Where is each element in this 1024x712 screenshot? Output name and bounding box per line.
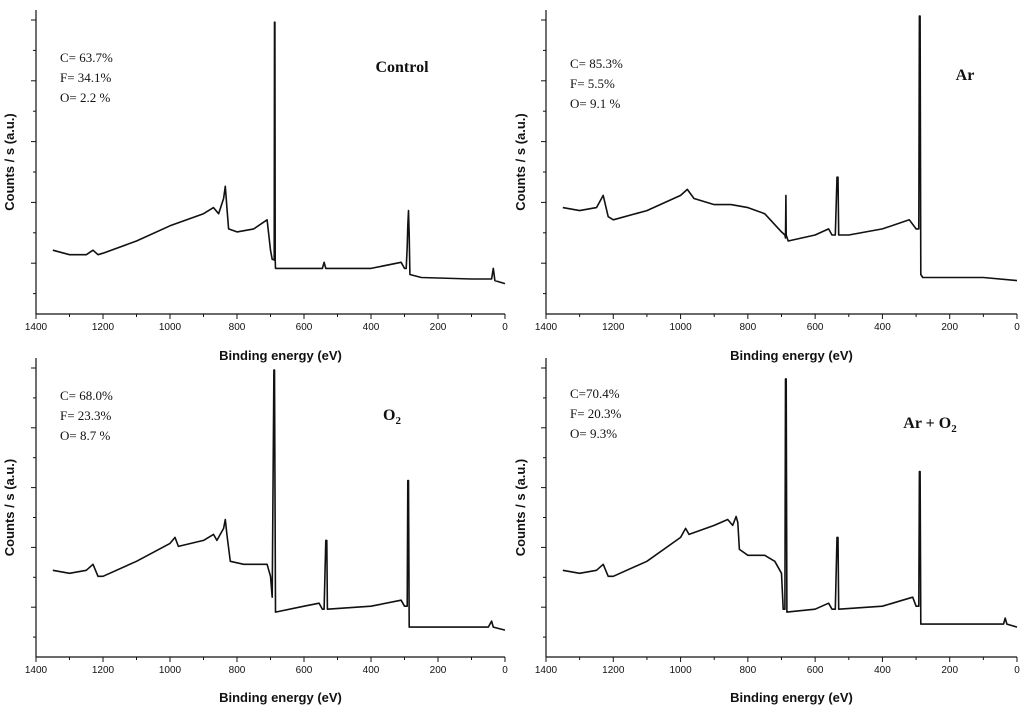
panel-1: 1400 1200 1000 800 600 400 200 0 Binding energy … <box>513 10 1020 363</box>
panel-title: Control <box>375 59 429 76</box>
x-tick-label: 0 <box>502 665 508 676</box>
composition-annotation: C=70.4% <box>570 386 620 401</box>
panel-title: Ar + O2 <box>903 415 957 435</box>
x-tick-label: 600 <box>296 665 313 676</box>
x-tick-label: 800 <box>229 665 246 676</box>
panel-2: 1400 1200 1000 800 600 400 200 0 Binding energy … <box>2 358 508 705</box>
x-tick-label: 400 <box>874 665 891 676</box>
composition-annotation: C= 85.3% <box>570 56 623 71</box>
composition-annotation: O= 2.2 % <box>60 90 110 105</box>
x-axis-title: Binding energy (eV) <box>219 348 342 363</box>
x-tick-label: 600 <box>296 322 313 333</box>
panel-title: O2 <box>383 407 401 427</box>
x-tick-label: 200 <box>430 322 447 333</box>
x-tick-label: 1000 <box>669 322 692 333</box>
x-tick-label: 1200 <box>92 322 115 333</box>
spectrum-series-line <box>52 21 506 285</box>
x-tick-label: 1000 <box>159 322 182 333</box>
composition-annotation: F= 20.3% <box>570 406 622 421</box>
x-tick-label: 1000 <box>669 665 692 676</box>
composition-annotation: C= 63.7% <box>60 50 113 65</box>
x-tick-label: 0 <box>502 322 508 333</box>
x-tick-label: 1200 <box>602 322 625 333</box>
composition-annotation: F= 34.1% <box>60 70 112 85</box>
x-tick-label: 1200 <box>602 665 625 676</box>
composition-annotation: O= 9.1 % <box>570 96 620 111</box>
x-tick-label: 400 <box>363 322 380 333</box>
y-axis-title: Counts / s (a.u.) <box>2 459 17 557</box>
spectrum-series-line <box>52 369 506 631</box>
composition-annotation: F= 23.3% <box>60 408 112 423</box>
x-axis-title: Binding energy (eV) <box>730 690 853 705</box>
x-tick-label: 0 <box>1014 665 1020 676</box>
panel-3: 1400 1200 1000 800 600 400 200 0 Binding energy … <box>513 358 1020 705</box>
x-tick-label: 200 <box>430 665 447 676</box>
x-tick-label: 1200 <box>92 665 115 676</box>
y-axis-title: Counts / s (a.u.) <box>513 113 528 211</box>
y-axis-title: Counts / s (a.u.) <box>513 459 528 557</box>
spectrum-series-line <box>562 15 1018 282</box>
x-tick-label: 1000 <box>159 665 182 676</box>
y-axis-title: Counts / s (a.u.) <box>2 113 17 211</box>
x-tick-label: 1400 <box>25 665 48 676</box>
x-tick-label: 800 <box>740 665 757 676</box>
x-tick-label: 400 <box>363 665 380 676</box>
x-tick-label: 1400 <box>25 322 48 333</box>
panel-0: 1400 1200 1000 800 600 400 200 0 Binding energy … <box>2 10 508 363</box>
x-tick-label: 200 <box>941 665 958 676</box>
x-tick-label: 200 <box>941 322 958 333</box>
x-tick-label: 600 <box>807 322 824 333</box>
x-axis-title: Binding energy (eV) <box>730 348 853 363</box>
x-tick-label: 0 <box>1014 322 1020 333</box>
x-axis-title: Binding energy (eV) <box>219 690 342 705</box>
x-tick-label: 1400 <box>535 665 558 676</box>
composition-annotation: F= 5.5% <box>570 76 615 91</box>
x-tick-label: 600 <box>807 665 824 676</box>
composition-annotation: O= 9.3% <box>570 426 617 441</box>
x-tick-label: 1400 <box>535 322 558 333</box>
panel-title: Ar <box>956 67 975 84</box>
composition-annotation: O= 8.7 % <box>60 428 110 443</box>
x-tick-label: 400 <box>874 322 891 333</box>
x-tick-label: 800 <box>229 322 246 333</box>
spectrum-series-line <box>562 378 1018 628</box>
x-tick-label: 800 <box>740 322 757 333</box>
composition-annotation: C= 68.0% <box>60 388 113 403</box>
